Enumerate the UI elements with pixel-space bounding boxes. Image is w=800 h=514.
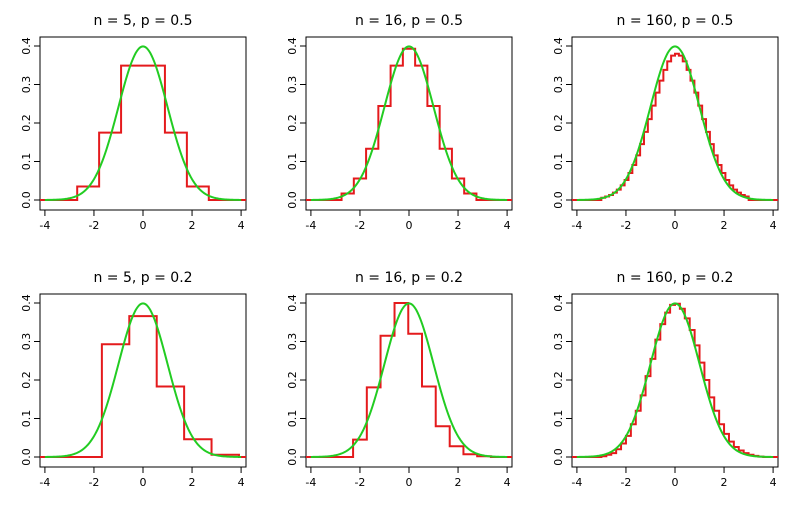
y-tick-label: 0.0 — [552, 191, 565, 209]
y-tick-label: 0.2 — [552, 371, 565, 389]
y-tick-label: 0.4 — [552, 294, 565, 312]
y-tick-label: 0.1 — [20, 153, 33, 171]
x-tick-label: 0 — [672, 219, 679, 232]
panel-title: n = 5, p = 0.2 — [93, 270, 192, 286]
panel-3: n = 160, p = 0.5 -4 -2 0 2 4 0.0 0.1 0.2 0.3 0.4 — [552, 13, 779, 232]
x-tick-label: -2 — [88, 476, 99, 489]
binomial-step-histogram — [572, 52, 778, 201]
normal-density-curve — [576, 45, 774, 201]
y-tick-label: 0.0 — [286, 448, 299, 466]
y-tick-label: 0.2 — [20, 114, 33, 132]
x-tick-label: 4 — [770, 219, 777, 232]
x-tick-label: -2 — [620, 476, 631, 489]
x-tick-label: -2 — [88, 219, 99, 232]
plot-area — [40, 302, 246, 458]
plot-frame — [39, 293, 247, 468]
x-tick-label: 2 — [721, 219, 728, 232]
x-tick-label: 0 — [406, 476, 413, 489]
y-tick-label: 0.3 — [20, 76, 33, 94]
x-tick-label: -4 — [305, 476, 316, 489]
x-tick-label: 4 — [504, 219, 511, 232]
normal-density-curve — [44, 302, 242, 458]
y-tick-label: 0.2 — [552, 114, 565, 132]
x-tick-label: 2 — [455, 219, 462, 232]
x-tick-label: 4 — [504, 476, 511, 489]
panel-title: n = 160, p = 0.2 — [617, 270, 734, 286]
x-tick-label: -2 — [620, 219, 631, 232]
y-tick-label: 0.4 — [20, 294, 33, 312]
binomial-step-histogram — [40, 315, 246, 458]
y-tick-label: 0.3 — [286, 76, 299, 94]
y-tick-label: 0.0 — [552, 448, 565, 466]
plot-area — [306, 302, 512, 458]
y-tick-label: 0.3 — [20, 333, 33, 351]
binomial-step-histogram — [40, 64, 246, 201]
y-tick-label: 0.1 — [286, 410, 299, 428]
y-tick-label: 0.2 — [286, 114, 299, 132]
x-tick-label: 4 — [770, 476, 777, 489]
plot-area — [40, 45, 246, 201]
normal-density-curve — [310, 45, 508, 201]
y-tick-label: 0.4 — [20, 37, 33, 55]
plot-frame — [39, 36, 247, 211]
x-tick-label: 2 — [455, 476, 462, 489]
panel-1: n = 5, p = 0.5 -4 -2 0 2 4 0.0 0.1 0.2 0.3 0.4 — [20, 13, 247, 232]
binomial-step-histogram — [572, 302, 778, 458]
panel-2: n = 16, p = 0.5 -4 -2 0 2 4 0.0 0.1 0.2 0.3 0.4 — [286, 13, 513, 232]
normal-density-curve — [44, 45, 242, 201]
x-tick-label: -2 — [354, 219, 365, 232]
x-tick-label: -4 — [571, 219, 582, 232]
y-tick-label: 0.2 — [286, 371, 299, 389]
y-tick-label: 0.0 — [20, 448, 33, 466]
y-tick-label: 0.0 — [20, 191, 33, 209]
y-tick-label: 0.4 — [286, 37, 299, 55]
panel-4: n = 5, p = 0.2 -4 -2 0 2 4 0.0 0.1 0.2 0.3 0.4 — [20, 270, 247, 489]
panel-title: n = 5, p = 0.5 — [93, 13, 192, 29]
y-tick-label: 0.1 — [286, 153, 299, 171]
x-tick-label: 2 — [721, 476, 728, 489]
plot-area — [572, 45, 778, 201]
y-tick-label: 0.1 — [552, 410, 565, 428]
panel-title: n = 160, p = 0.5 — [617, 13, 734, 29]
plot-frame — [571, 293, 779, 468]
plot-frame — [571, 36, 779, 211]
y-tick-label: 0.3 — [286, 333, 299, 351]
normal-density-curve — [576, 302, 774, 458]
y-tick-label: 0.4 — [552, 37, 565, 55]
y-tick-label: 0.1 — [20, 410, 33, 428]
x-tick-label: 4 — [238, 476, 245, 489]
x-tick-label: 4 — [238, 219, 245, 232]
plot-area — [572, 302, 778, 458]
y-tick-label: 0.3 — [552, 76, 565, 94]
y-tick-label: 0.2 — [20, 371, 33, 389]
panel-title: n = 16, p = 0.5 — [355, 13, 463, 29]
x-tick-label: 2 — [189, 476, 196, 489]
x-tick-label: -4 — [305, 219, 316, 232]
x-tick-label: -4 — [39, 219, 50, 232]
y-tick-label: 0.1 — [552, 153, 565, 171]
binomial-step-histogram — [306, 47, 512, 201]
x-tick-label: 2 — [189, 219, 196, 232]
plot-area — [306, 45, 512, 201]
binomial-step-histogram — [306, 302, 512, 458]
x-tick-label: -4 — [571, 476, 582, 489]
plot-frame — [305, 36, 513, 211]
x-tick-label: 0 — [140, 219, 147, 232]
x-tick-label: 0 — [672, 476, 679, 489]
panel-6: n = 160, p = 0.2 -4 -2 0 2 4 0.0 0.1 0.2 0.3 0.4 — [552, 270, 779, 489]
x-tick-label: 0 — [406, 219, 413, 232]
panel-5: n = 16, p = 0.2 -4 -2 0 2 4 0.0 0.1 0.2 0.3 0.4 — [286, 270, 513, 489]
panel-title: n = 16, p = 0.2 — [355, 270, 463, 286]
normal-density-curve — [310, 302, 508, 458]
x-tick-label: 0 — [140, 476, 147, 489]
y-tick-label: 0.4 — [286, 294, 299, 312]
y-tick-label: 0.3 — [552, 333, 565, 351]
y-tick-label: 0.0 — [286, 191, 299, 209]
x-tick-label: -2 — [354, 476, 365, 489]
x-tick-label: -4 — [39, 476, 50, 489]
